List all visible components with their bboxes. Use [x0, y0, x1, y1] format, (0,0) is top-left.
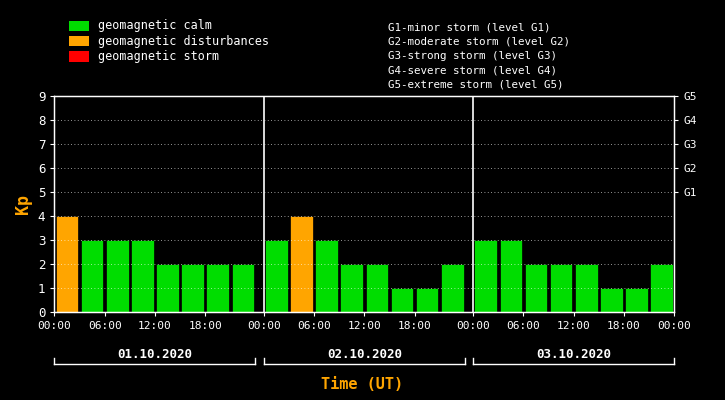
Text: geomagnetic storm: geomagnetic storm [98, 50, 219, 63]
Bar [181, 264, 204, 312]
Bar [315, 240, 338, 312]
Bar [600, 288, 623, 312]
Bar [341, 264, 363, 312]
Bar [231, 264, 254, 312]
Text: G5-extreme storm (level G5): G5-extreme storm (level G5) [388, 80, 563, 90]
Bar [474, 240, 497, 312]
Bar [80, 240, 104, 312]
Bar [156, 264, 179, 312]
Text: 02.10.2020: 02.10.2020 [327, 348, 402, 360]
Text: Time (UT): Time (UT) [321, 377, 404, 392]
Bar [290, 216, 312, 312]
Text: G3-strong storm (level G3): G3-strong storm (level G3) [388, 51, 557, 61]
Bar [416, 288, 439, 312]
Bar [391, 288, 413, 312]
Text: geomagnetic calm: geomagnetic calm [98, 20, 212, 32]
Bar [265, 240, 288, 312]
Bar [56, 216, 78, 312]
Bar [441, 264, 463, 312]
Bar [650, 264, 673, 312]
Bar [575, 264, 597, 312]
Bar [131, 240, 154, 312]
Y-axis label: Kp: Kp [14, 194, 33, 214]
Text: 01.10.2020: 01.10.2020 [117, 348, 192, 360]
Text: G2-moderate storm (level G2): G2-moderate storm (level G2) [388, 36, 570, 46]
Bar [207, 264, 229, 312]
Bar [106, 240, 128, 312]
Bar [365, 264, 388, 312]
Text: geomagnetic disturbances: geomagnetic disturbances [98, 35, 269, 48]
Bar [550, 264, 573, 312]
Bar [500, 240, 522, 312]
Bar [525, 264, 547, 312]
Text: G1-minor storm (level G1): G1-minor storm (level G1) [388, 22, 550, 32]
Text: 03.10.2020: 03.10.2020 [536, 348, 611, 360]
Text: G4-severe storm (level G4): G4-severe storm (level G4) [388, 65, 557, 75]
Bar [625, 288, 648, 312]
